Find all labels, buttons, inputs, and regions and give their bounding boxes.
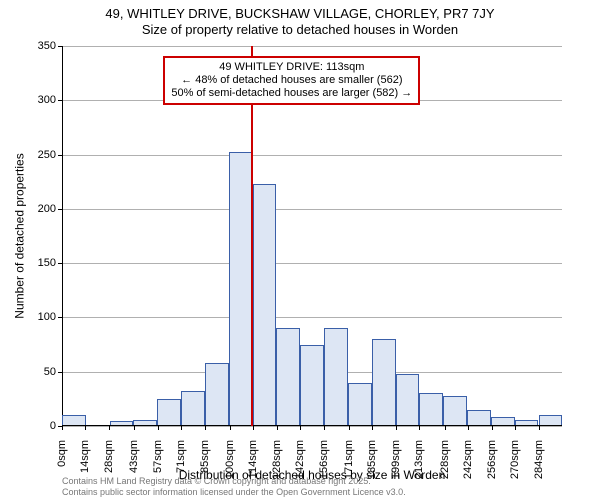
x-tick-mark: [181, 426, 182, 430]
bar: [205, 363, 229, 426]
y-tick-label: 100: [6, 311, 56, 323]
x-axis-line: [62, 425, 562, 426]
annotation-line-3: 50% of semi-detached houses are larger (…: [171, 87, 412, 100]
title-line-2: Size of property relative to detached ho…: [0, 22, 600, 38]
bar: [396, 374, 420, 426]
annotation-box: 49 WHITLEY DRIVE: 113sqm ← 48% of detach…: [163, 56, 420, 105]
x-tick-mark: [539, 426, 540, 430]
y-tick-label: 150: [6, 257, 56, 269]
x-tick-mark: [396, 426, 397, 430]
y-tick-label: 300: [6, 94, 56, 106]
y-tick-label: 350: [6, 40, 56, 52]
title-line-1: 49, WHITLEY DRIVE, BUCKSHAW VILLAGE, CHO…: [0, 6, 600, 22]
x-tick-mark: [300, 426, 301, 430]
y-tick-mark: [58, 100, 62, 101]
x-tick-mark: [468, 426, 469, 430]
y-tick-label: 0: [6, 420, 56, 432]
bar: [253, 184, 277, 426]
bar: [467, 410, 491, 426]
x-tick-mark: [109, 426, 110, 430]
bar: [181, 391, 205, 426]
x-tick-mark: [158, 426, 159, 430]
y-tick-mark: [58, 317, 62, 318]
x-tick-mark: [253, 426, 254, 430]
y-tick-mark: [58, 263, 62, 264]
x-tick-mark: [277, 426, 278, 430]
bar: [276, 328, 300, 426]
gridline: [62, 426, 562, 427]
bar: [324, 328, 348, 426]
y-tick-label: 250: [6, 149, 56, 161]
bar: [443, 396, 467, 426]
bar: [348, 383, 372, 426]
x-tick-mark: [419, 426, 420, 430]
bar: [300, 345, 324, 426]
bar: [372, 339, 396, 426]
x-tick-mark: [230, 426, 231, 430]
license-text: Contains HM Land Registry data © Crown c…: [62, 476, 406, 498]
y-tick-mark: [58, 372, 62, 373]
x-tick-mark: [515, 426, 516, 430]
y-tick-label: 50: [6, 366, 56, 378]
y-tick-mark: [58, 46, 62, 47]
x-tick-mark: [85, 426, 86, 430]
x-tick-mark: [372, 426, 373, 430]
x-tick-mark: [62, 426, 63, 430]
annotation-line-2: ← 48% of detached houses are smaller (56…: [171, 74, 412, 87]
bar: [229, 152, 253, 426]
y-tick-mark: [58, 155, 62, 156]
x-tick-mark: [349, 426, 350, 430]
chart-container: 49, WHITLEY DRIVE, BUCKSHAW VILLAGE, CHO…: [0, 0, 600, 500]
y-tick-label: 200: [6, 203, 56, 215]
y-tick-mark: [58, 209, 62, 210]
bar: [419, 393, 443, 426]
x-tick-mark: [445, 426, 446, 430]
x-tick-mark: [324, 426, 325, 430]
license-line-1: Contains HM Land Registry data © Crown c…: [62, 476, 406, 487]
license-line-2: Contains public sector information licen…: [62, 487, 406, 498]
x-tick-mark: [492, 426, 493, 430]
x-tick-mark: [205, 426, 206, 430]
bar: [157, 399, 181, 426]
plot-area: 49 WHITLEY DRIVE: 113sqm ← 48% of detach…: [62, 46, 562, 426]
chart-title: 49, WHITLEY DRIVE, BUCKSHAW VILLAGE, CHO…: [0, 6, 600, 38]
x-tick-mark: [134, 426, 135, 430]
annotation-line-1: 49 WHITLEY DRIVE: 113sqm: [171, 61, 412, 74]
